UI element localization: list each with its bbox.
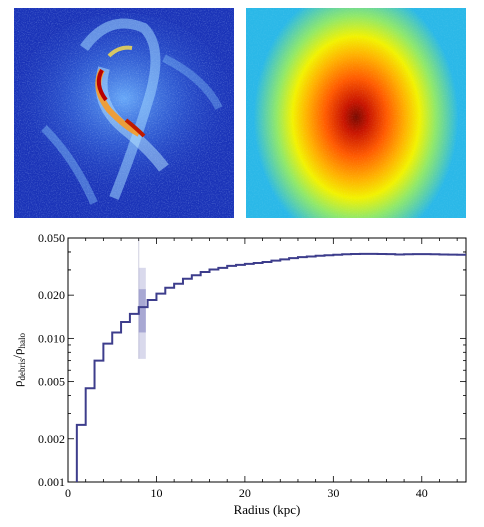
x-tick-label: 40 bbox=[416, 486, 428, 500]
x-tick-label: 10 bbox=[150, 486, 162, 500]
series-step-line bbox=[75, 252, 466, 482]
x-tick-label: 20 bbox=[239, 486, 251, 500]
halo-density-map bbox=[246, 8, 466, 218]
x-tick-label: 30 bbox=[327, 486, 339, 500]
sun-position-band bbox=[138, 238, 146, 359]
x-axis: 0 10 20 30 40 bbox=[65, 238, 458, 500]
x-tick-label: 0 bbox=[65, 486, 71, 500]
y-tick-label: 0.050 bbox=[38, 231, 65, 245]
y-tick-label: 0.002 bbox=[38, 432, 65, 446]
y-axis-label: ρdebris/ρhalo bbox=[10, 332, 27, 387]
x-axis-label: Radius (kpc) bbox=[234, 502, 301, 517]
debris-streams bbox=[41, 18, 223, 205]
y-tick-label: 0.010 bbox=[38, 331, 65, 345]
density-ratio-chart: 0 10 20 30 40 0.001 0.002 0.005 0.010 0.020 0.050… bbox=[10, 231, 467, 517]
y-axis: 0.001 0.002 0.005 0.010 0.020 0.050 bbox=[38, 231, 466, 489]
y-tick-label: 0.001 bbox=[38, 475, 65, 489]
debris-density-map bbox=[14, 8, 234, 218]
sun-band-inner bbox=[138, 289, 146, 333]
y-tick-label: 0.005 bbox=[38, 375, 65, 389]
plot-frame bbox=[67, 237, 467, 483]
y-tick-label: 0.020 bbox=[38, 288, 65, 302]
